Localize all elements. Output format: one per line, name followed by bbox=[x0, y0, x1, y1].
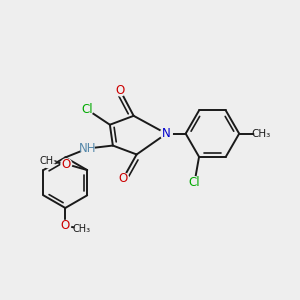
Circle shape bbox=[75, 222, 88, 235]
Text: CH₃: CH₃ bbox=[73, 224, 91, 234]
Circle shape bbox=[61, 159, 72, 170]
Text: CH₃: CH₃ bbox=[40, 156, 58, 166]
Circle shape bbox=[42, 154, 55, 168]
Text: Cl: Cl bbox=[82, 103, 93, 116]
Text: Cl: Cl bbox=[189, 176, 200, 189]
Circle shape bbox=[115, 85, 126, 96]
Text: CH₃: CH₃ bbox=[252, 129, 271, 139]
Text: O: O bbox=[118, 172, 128, 185]
Circle shape bbox=[189, 177, 200, 188]
Circle shape bbox=[81, 142, 94, 155]
Text: N: N bbox=[162, 127, 171, 140]
Circle shape bbox=[160, 128, 172, 140]
Text: NH: NH bbox=[79, 142, 96, 155]
Text: O: O bbox=[62, 158, 71, 171]
Circle shape bbox=[255, 127, 268, 140]
Circle shape bbox=[82, 104, 93, 115]
Circle shape bbox=[60, 220, 70, 231]
Circle shape bbox=[118, 173, 129, 184]
Text: O: O bbox=[116, 84, 125, 97]
Text: O: O bbox=[61, 219, 70, 232]
